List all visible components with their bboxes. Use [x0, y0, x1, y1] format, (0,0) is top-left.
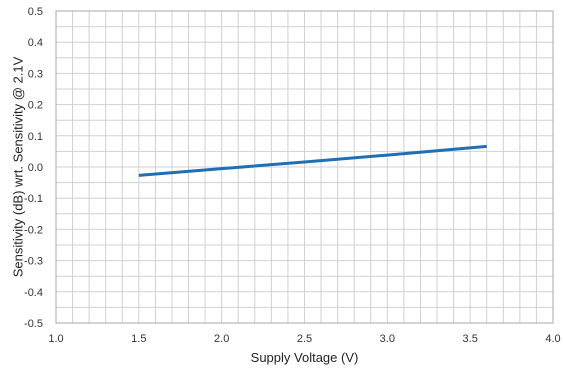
y-tick-label: 0.3	[28, 68, 43, 80]
y-axis-title: Sensitivity (dB) wrt. Sensitivity @ 2.1V	[11, 56, 26, 277]
y-tick-label: -0.1	[24, 193, 43, 205]
x-tick-label: 2.5	[297, 333, 312, 345]
x-tick-label: 4.0	[545, 333, 560, 345]
series-line-0	[138, 144, 487, 177]
x-tick-label: 3.0	[380, 333, 395, 345]
plot-frame	[55, 10, 554, 324]
x-tick-label: 1.0	[48, 333, 63, 345]
x-axis-title: Supply Voltage (V)	[251, 350, 359, 365]
y-tick-label: 0.2	[28, 100, 43, 112]
x-tick-label: 3.5	[463, 333, 478, 345]
y-tick-label: 0.5	[28, 6, 43, 18]
grid	[56, 11, 553, 323]
y-tick-label: -0.2	[24, 224, 43, 236]
y-tick-label: 0.4	[28, 37, 43, 49]
y-tick-label: -0.3	[24, 256, 43, 268]
y-tick-label: 0.0	[28, 162, 43, 174]
x-tick-label: 1.5	[131, 333, 146, 345]
y-tick-label: -0.5	[24, 318, 43, 330]
x-tick-labels: 1.0 1.5 2.0 2.5 3.0 3.5 4.0	[48, 333, 560, 345]
x-tick-label: 2.0	[214, 333, 229, 345]
y-tick-labels: 0.5 0.4 0.3 0.2 0.1 0.0 -0.1 -0.2 -0.3 -0.4 -0.5	[24, 6, 43, 330]
series-layer	[138, 144, 487, 177]
y-tick-label: -0.4	[24, 287, 43, 299]
y-tick-label: 0.1	[28, 131, 43, 143]
